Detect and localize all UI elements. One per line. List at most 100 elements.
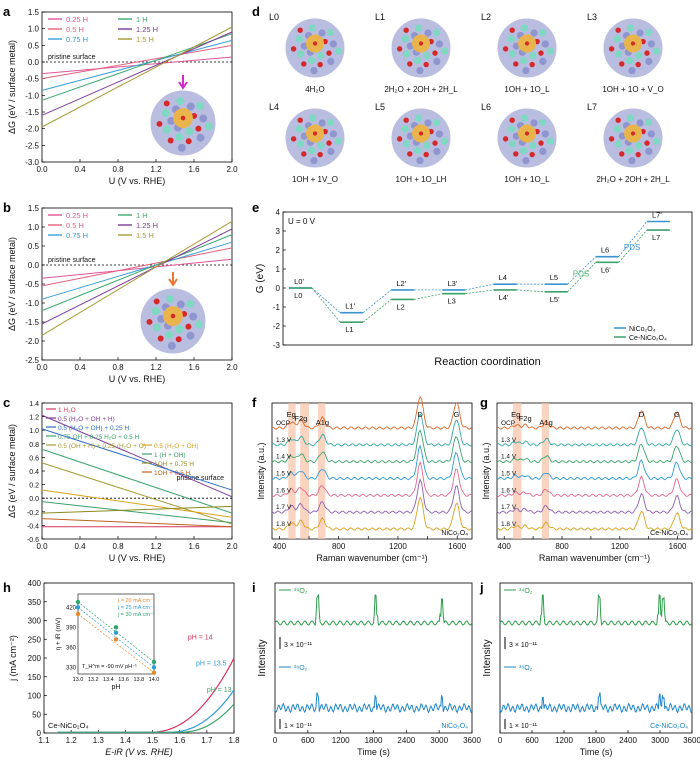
structure-model-atom [626,56,634,65]
panel-h-ytick-label: 400 [28,579,42,588]
structure-model-atom [615,117,621,123]
panel-e-level-label-top: L5 [550,273,558,282]
structure-model-atom [529,141,537,150]
panel-b-legend-label: 1 H [136,211,148,220]
structure-model-atom [502,46,509,52]
panel-a-structure-inset-atom [195,125,202,132]
panel-f-peak-label: Eg [287,410,296,419]
panel-a-structure-inset-atom [161,109,170,117]
structure-model-atom [529,61,535,68]
panel-c-legend-label: 1OH + 0.5 H [154,470,191,477]
structure-model-atom [529,151,535,158]
panel-i-xtick-label: 3000 [430,736,448,745]
structure-model-adsorbate [630,131,636,136]
panel-h-inset-point [113,625,119,630]
panel-b-ytick-label: -1.5 [25,318,39,327]
panel-g-spectrum [496,475,693,498]
structure-model-adsorbate [524,41,530,46]
panel-b-ytick-label: -0.5 [25,280,39,289]
panel-e-connector [618,221,648,257]
panel-a-structure-inset-atom [176,97,185,105]
panel-b-structure-inset-atom [146,318,153,325]
panel-f-peak-label: D [417,410,423,419]
structure-model-atom [329,130,337,138]
panel-h-xtick-label: 1.6 [174,736,186,745]
structure-state-label: 2H₂O + 2OH + 2H_L [384,85,458,94]
panel-e-level-label-bottom: L6' [601,265,611,274]
panel-g-potential-label: OCP [501,420,515,427]
structure-model-atom [424,29,432,37]
structure-model-atom [295,35,303,43]
structure-model-atom [401,125,409,133]
panel-b-ytick-label: -2.0 [25,337,39,346]
structure-model-atom [334,47,343,55]
structure-model-atom [301,151,307,157]
structure-model-atom [407,151,413,157]
panel-b-structure-inset-atom [186,331,195,340]
panel-g-xtick-label: 1600 [669,542,687,551]
panel-f-spectrum [271,478,473,514]
structure-model [496,17,558,79]
panel-i-xtick-label: 1800 [365,736,383,745]
panel-g-ylabel: Intensity (a.u.) [481,442,491,499]
panel-h-inset-point [75,611,81,617]
structure-state-label: 1OH + 1O_LH [396,175,447,184]
structure-state-label: 1OH + 1O_L [504,85,550,94]
panel-a-ylabel: ΔG (eV / surface metal) [7,40,17,134]
structure-model-adsorbate [630,41,636,46]
structure-model-atom [440,137,449,145]
structure-model-atom [301,61,307,67]
structure-model-atom [541,40,549,48]
panel-h-inset-xtick-label: 13.2 [88,677,99,683]
panel-h-ytick-label: 350 [28,598,42,607]
panel-g-potential-label: 1.7 V [501,504,517,511]
panel-b-series-line [41,258,233,279]
structure-model-atom [423,141,431,150]
structure-model-atom [645,118,653,127]
panel-f-highlight-band [288,403,296,539]
structure-model-atom [416,156,424,165]
panel-e-ytick-label: 4 [276,208,281,217]
panel-a-structure-inset-atom [204,122,213,131]
panel-c-xtick-label: 1.6 [188,542,200,551]
structure-state-label: 4H₂O [305,85,325,94]
panel-c-ytick-label: 0.0 [29,496,39,503]
structure-state-id: L0 [269,12,279,22]
structure-model-atom [507,125,515,133]
panel-f-peak-label: A1g [316,418,329,427]
panel-b-structure-inset-atom [185,323,192,330]
panel-i-xtick-label: 600 [301,736,315,745]
structure-model-atom [541,130,549,138]
panel-e-connector [362,299,392,323]
panel-h-inset-xtick-label: 13.6 [118,677,129,683]
structure-model-atom [645,147,653,156]
panel-h-inset-ytick-label: 390 [66,625,77,631]
structure-model-atom [396,46,403,52]
panel-e-pds-label: PDS [624,243,640,252]
structure-model [602,107,664,169]
panel-a-structure-inset-atom [196,101,205,110]
panel-label-h: h [3,580,11,595]
panel-c-legend-label: 1OH + 0.75 H [154,461,194,468]
structure-model-atom [435,130,443,138]
panel-a-ytick-label: -1.5 [25,108,39,117]
panel-a-legend-label: 0.5 H [66,25,84,34]
structure-model-atom [635,141,643,150]
panel-j-xtick-label: 1800 [587,736,605,745]
panel-c-series-line [41,448,233,514]
panel-a-ytick-label: -1.0 [25,91,39,100]
structure-model-adsorbate [418,131,424,136]
panel-f-xtick-label: 1600 [448,542,466,551]
panel-b-legend-label: 0.5 H [66,221,84,230]
panel-g-spectrum [496,510,693,531]
panel-f-spectrum [271,496,473,531]
panel-e-level-label-top: L3' [447,279,457,288]
structure-model-atom [530,29,538,37]
panel-c-ylabel: ΔG (eV / surface metal) [7,424,17,518]
structure-model-atom [520,24,529,32]
panel-e-connector [618,229,648,263]
panel-c-xtick-label: 2.0 [226,542,238,551]
structure-model-atom [440,47,449,55]
structure-model-atom [502,136,509,142]
